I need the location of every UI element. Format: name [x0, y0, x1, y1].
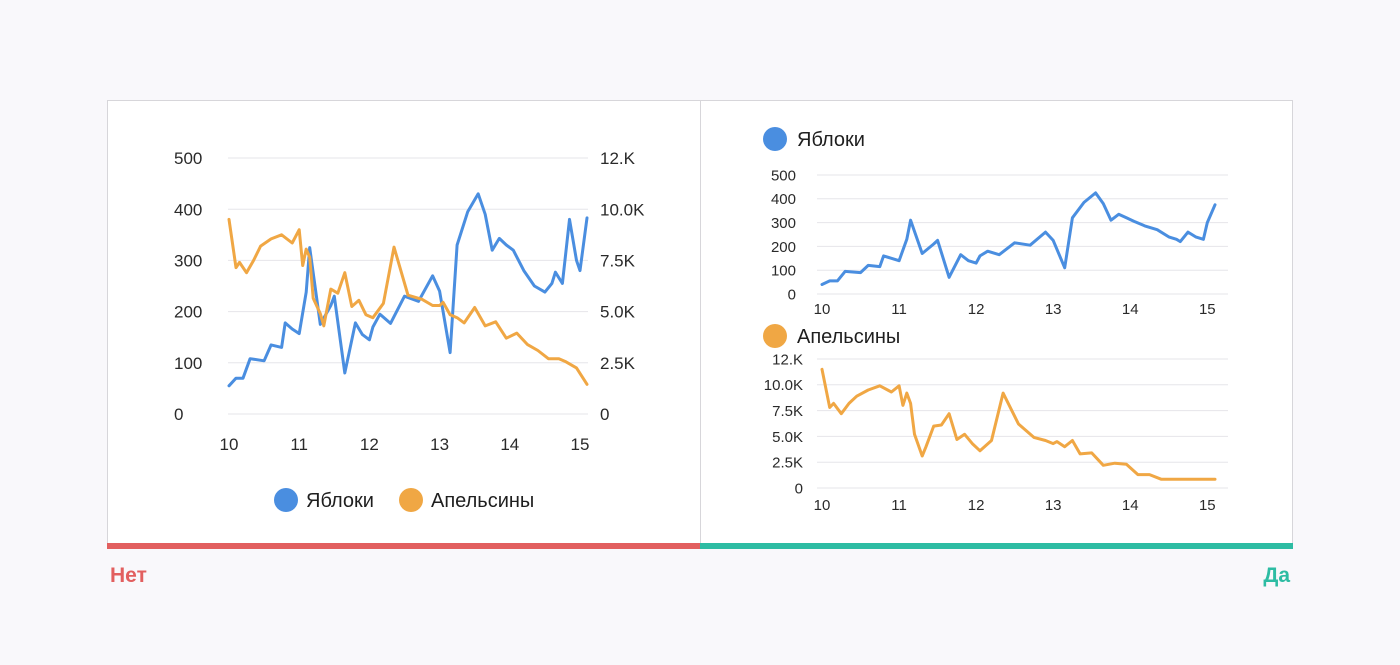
x-tick-label: 11 — [891, 301, 907, 318]
y-tick-label: 100 — [174, 354, 202, 373]
apples-chart: Яблоки 0 100 200 300 400 500 10 11 12 13 14 15 — [763, 127, 1228, 318]
legend-label: Яблоки — [797, 129, 865, 151]
x-tick-label: 10 — [814, 497, 831, 514]
y-tick-label: 0 — [174, 405, 183, 424]
y-right-tick-label: 0 — [600, 405, 609, 424]
y-tick-label: 400 — [174, 200, 202, 219]
x-tick-label: 13 — [1045, 497, 1062, 514]
y-tick-label: 500 — [174, 149, 202, 168]
y-tick-label: 12.K — [772, 351, 803, 368]
y-tick-label: 400 — [771, 191, 796, 208]
x-tick-label: 12 — [360, 435, 379, 454]
y-tick-label: 500 — [771, 167, 796, 184]
y-tick-label: 0 — [795, 480, 803, 497]
x-tick-label: 14 — [1122, 497, 1139, 514]
y-right-tick-label: 10.0K — [600, 200, 645, 219]
x-tick-label: 10 — [814, 301, 831, 318]
series-line — [820, 367, 1217, 481]
legend-marker — [399, 488, 423, 512]
y-right-tick-label: 12.K — [600, 149, 636, 168]
y-tick-label: 100 — [771, 263, 796, 280]
series-line — [820, 191, 1217, 286]
x-tick-label: 15 — [1199, 497, 1216, 514]
oranges-chart: Апельсины 0 2.5K 5.0K 7.5K 10.0K 12.K 10 11 12 13 1… — [763, 324, 1228, 514]
legend-label: Яблоки — [306, 490, 374, 512]
x-tick-label: 10 — [220, 435, 239, 454]
x-tick-label: 14 — [1122, 301, 1139, 318]
x-tick-label: 11 — [290, 435, 308, 454]
legend-label: Апельсины — [797, 326, 900, 348]
y-tick-label: 200 — [771, 239, 796, 256]
bad-example-bar — [107, 543, 700, 549]
y-tick-label: 5.0K — [772, 429, 803, 446]
dual-axis-chart: 0 100 200 300 400 500 0 2.5K 5.0K 7.5K 10.0K 12.K 10… — [174, 149, 645, 512]
y-tick-label: 10.0K — [764, 377, 803, 394]
x-tick-label: 14 — [500, 435, 519, 454]
bad-example-label: Нет — [110, 564, 147, 587]
x-tick-label: 12 — [968, 497, 985, 514]
legend-marker — [763, 324, 787, 348]
good-example-label: Да — [1263, 564, 1290, 587]
x-tick-label: 13 — [430, 435, 449, 454]
good-example-bar — [700, 543, 1293, 549]
legend-marker — [274, 488, 298, 512]
y-tick-label: 2.5K — [772, 455, 803, 472]
x-tick-label: 15 — [1199, 301, 1216, 318]
series-line — [227, 192, 589, 388]
y-tick-label: 7.5K — [772, 403, 803, 420]
legend-label: Апельсины — [431, 490, 534, 512]
y-tick-label: 200 — [174, 303, 202, 322]
x-tick-label: 15 — [571, 435, 590, 454]
comparison-frame — [107, 100, 1293, 545]
y-tick-label: 300 — [174, 252, 202, 271]
y-right-tick-label: 5.0K — [600, 303, 636, 322]
x-tick-label: 13 — [1045, 301, 1062, 318]
x-tick-label: 12 — [968, 301, 985, 318]
x-tick-label: 11 — [891, 497, 907, 514]
y-right-tick-label: 7.5K — [600, 252, 636, 271]
legend-marker — [763, 127, 787, 151]
y-tick-label: 0 — [788, 286, 796, 303]
y-right-tick-label: 2.5K — [600, 354, 636, 373]
y-tick-label: 300 — [771, 215, 796, 232]
panel-divider — [700, 101, 701, 544]
series-line — [227, 217, 589, 386]
